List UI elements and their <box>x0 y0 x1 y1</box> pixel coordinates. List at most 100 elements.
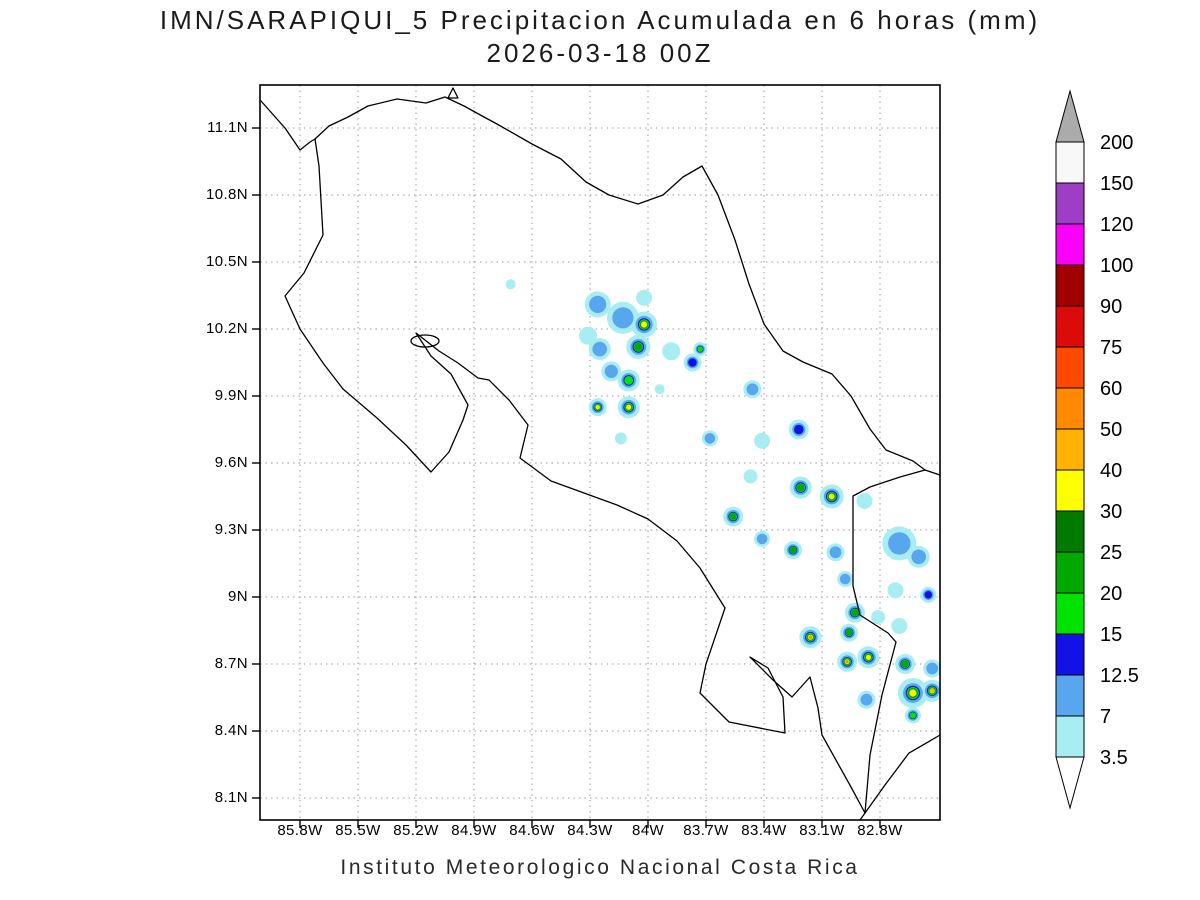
precip-cell <box>662 342 681 361</box>
precip-cell <box>579 326 598 345</box>
colorbar-label: 50 <box>1100 419 1122 441</box>
lat-label-8.7N: 8.7N <box>214 654 248 672</box>
precip-cell <box>595 405 600 410</box>
colorbar-cell <box>1055 305 1085 348</box>
colorbar-cell <box>1055 551 1085 594</box>
colorbar-label: 120 <box>1100 214 1133 236</box>
colorbar-cell <box>1055 592 1085 635</box>
precip-cell <box>654 384 665 395</box>
precip-cell <box>756 533 768 545</box>
lat-label-10.2N: 10.2N <box>205 319 248 337</box>
colorbar-label: 90 <box>1100 296 1122 318</box>
coastline <box>284 138 866 814</box>
precip-cell <box>697 346 703 352</box>
precip-cell <box>626 404 632 410</box>
precip-cell <box>845 660 849 664</box>
precip-cell <box>505 279 516 290</box>
colorbar: 200 150 120 100 90 75 60 50 40 30 25 20 15 12.5 7 3.5 <box>1055 89 1139 810</box>
precip-cell <box>909 689 917 697</box>
colorbar-cell <box>1055 387 1085 430</box>
lat-label-8.4N: 8.4N <box>214 721 248 739</box>
precip-layer <box>505 279 940 724</box>
coastline <box>852 469 926 821</box>
colorbar-cell <box>1055 182 1085 225</box>
precip-cell <box>809 635 812 639</box>
precip-cell <box>856 493 873 509</box>
plot-title: IMN/SARAPIQUI_5 Precipitacion Acumulada … <box>0 4 1200 70</box>
colorbar-label: 40 <box>1100 460 1122 482</box>
precip-cell <box>901 660 909 668</box>
precip-cell <box>829 546 842 559</box>
colorbar-label: 20 <box>1100 583 1122 605</box>
precip-cell <box>729 513 737 520</box>
precip-cell <box>891 618 908 634</box>
precip-cell <box>624 376 634 385</box>
lat-label-9.6N: 9.6N <box>214 453 248 471</box>
colorbar-cell <box>1055 674 1085 717</box>
precip-cell <box>614 432 627 445</box>
lat-label-11.1N: 11.1N <box>207 119 248 136</box>
map-canvas <box>252 84 941 828</box>
lat-label-10.8N: 10.8N <box>205 185 248 203</box>
precip-cell <box>926 662 939 675</box>
precip-cell <box>592 341 607 357</box>
colorbar-cell <box>1055 510 1085 553</box>
plot-title-line1: IMN/SARAPIQUI_5 Precipitacion Acumulada … <box>159 5 1041 35</box>
colorbar-arrow-down <box>1055 756 1085 810</box>
lat-label-9N: 9N <box>228 587 248 605</box>
precip-cell <box>828 493 835 500</box>
lat-label-9.3N: 9.3N <box>214 520 248 538</box>
colorbar-cell <box>1055 141 1085 184</box>
graticule <box>260 85 940 820</box>
precip-cell <box>612 307 634 329</box>
precip-cell <box>911 549 926 565</box>
lat-label-10.5N: 10.5N <box>205 252 248 270</box>
precip-cell <box>704 433 716 444</box>
colorbar-label: 75 <box>1100 337 1122 359</box>
colorbar-label: 30 <box>1100 501 1122 523</box>
precip-cell <box>924 591 933 599</box>
precip-cell <box>887 582 904 599</box>
colorbar-label: 150 <box>1100 173 1133 195</box>
colorbar-label: 60 <box>1100 378 1122 400</box>
precip-cell <box>860 693 873 706</box>
plot-border <box>259 84 941 821</box>
caption: Instituto Meteorologico Nacional Costa R… <box>340 856 860 879</box>
precip-cell <box>636 289 653 306</box>
precip-cell <box>743 469 758 484</box>
colorbar-cell <box>1055 428 1085 471</box>
coastline <box>260 100 316 151</box>
island-gulf-of-nicoya <box>410 334 440 348</box>
colorbar-cell <box>1055 264 1085 307</box>
colorbar-arrow-up <box>1055 89 1085 143</box>
precip-cell <box>851 609 859 616</box>
precip-cell <box>797 484 805 492</box>
precip-cell <box>871 610 886 625</box>
precip-cell <box>909 712 917 719</box>
precip-cell <box>634 342 643 351</box>
coastline-layer <box>260 87 941 821</box>
precip-cell <box>790 547 796 554</box>
precip-cell <box>888 532 911 555</box>
colorbar-cell <box>1055 469 1085 512</box>
colorbar-label: 200 <box>1100 132 1133 154</box>
coastline <box>314 96 941 476</box>
precip-cell <box>589 295 607 313</box>
precip-cell <box>930 688 935 693</box>
colorbar-label: 3.5 <box>1100 747 1128 769</box>
island-lake-nicaragua <box>447 87 459 99</box>
colorbar-cell <box>1055 223 1085 266</box>
precip-cell <box>865 654 872 660</box>
plot-title-line2: 2026-03-18 00Z <box>486 38 714 68</box>
precip-cell <box>846 629 853 636</box>
colorbar-cell <box>1055 715 1085 758</box>
lat-label-8.1N: 8.1N <box>214 788 248 806</box>
precip-cell <box>746 383 759 396</box>
colorbar-label: 25 <box>1100 542 1122 564</box>
precip-cell <box>839 573 851 585</box>
precip-cell <box>794 424 804 435</box>
precip-cell <box>604 364 618 378</box>
precip-cell <box>754 432 771 449</box>
colorbar-cell <box>1055 633 1085 676</box>
